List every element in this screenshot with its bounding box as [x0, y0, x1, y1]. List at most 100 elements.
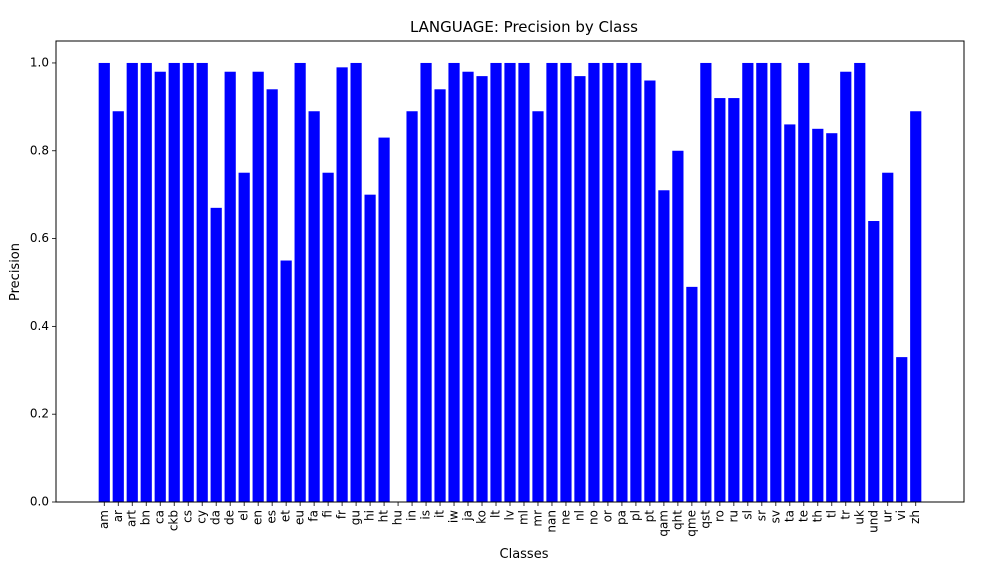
x-tick-label: fi: [321, 510, 335, 518]
plot-frame: [55, 40, 965, 503]
bar-ur: [882, 172, 894, 502]
bar-ru: [728, 98, 740, 503]
x-axis-label: Classes: [500, 547, 549, 562]
x-tick-label: qht: [670, 510, 684, 530]
bar-tl: [826, 133, 838, 502]
x-tick-label: sl: [740, 510, 754, 520]
bar-sl: [742, 62, 754, 502]
y-tick-label: 1.0: [30, 55, 49, 69]
bar-uk: [854, 62, 866, 502]
bar-qht: [672, 150, 684, 502]
bar-pa: [616, 62, 628, 502]
x-tick-label: hu: [391, 510, 405, 525]
bar-qme: [686, 286, 698, 502]
x-tick-label: ca: [153, 510, 167, 524]
x-tick-label: vi: [894, 510, 908, 520]
bar-de: [224, 71, 236, 502]
y-tick-label: 0.4: [30, 319, 49, 333]
x-tick-label: pa: [614, 510, 628, 525]
y-tick-label: 0.8: [30, 143, 49, 157]
bar-or: [602, 62, 614, 502]
bar-fi: [322, 172, 334, 502]
bar-in: [406, 111, 418, 502]
bar-te: [798, 62, 810, 502]
x-tick-label: qme: [684, 510, 698, 537]
x-tick-label: ro: [712, 510, 726, 522]
bar-pl: [630, 62, 642, 502]
bar-fr: [336, 67, 348, 502]
x-tick-label: ht: [377, 510, 391, 523]
plot-area: 0.0 0.2 0.4 0.6 0.8 1.0 am ar art bn ca ckb cs cy da d…: [30, 40, 965, 537]
x-tick-label: am: [97, 510, 111, 529]
x-tick-label: or: [600, 510, 614, 522]
bar-ht: [378, 137, 390, 503]
bar-art: [126, 62, 138, 502]
x-tick-label: iw: [447, 510, 461, 523]
x-tick-label: lt: [489, 510, 503, 518]
x-tick-label: uk: [852, 510, 866, 525]
x-tick-label: pl: [628, 510, 642, 521]
x-tick-label: cs: [181, 510, 195, 523]
bar-cs: [182, 62, 194, 502]
x-tick-label: nan: [544, 510, 558, 533]
x-tick-label: th: [810, 510, 824, 522]
x-tick-label: lv: [503, 510, 517, 520]
x-tick-label: qst: [698, 510, 712, 529]
y-axis-label: Precision: [8, 243, 23, 301]
bar-sr: [756, 62, 768, 502]
x-tick-label: en: [251, 510, 265, 525]
x-tick-label: hi: [363, 510, 377, 521]
x-tick-label: de: [223, 510, 237, 525]
x-tick-label: in: [405, 510, 419, 521]
bar-cy: [196, 62, 208, 502]
bar-ckb: [168, 62, 180, 502]
bar-ko: [476, 76, 488, 502]
bar-el: [238, 172, 250, 502]
bar-ne: [560, 62, 572, 502]
x-tick-label: it: [433, 510, 447, 518]
chart-title: LANGUAGE: Precision by Class: [410, 18, 638, 36]
bar-ar: [112, 111, 124, 502]
x-tick-label: sr: [754, 510, 768, 521]
x-tick-label: ko: [475, 510, 489, 524]
bar-ml: [518, 62, 530, 502]
bar-pt: [644, 80, 656, 502]
x-tick-label: art: [125, 510, 139, 527]
bar-is: [420, 62, 432, 502]
x-tick-label: ml: [516, 510, 530, 525]
y-tick-label: 0.0: [30, 495, 49, 509]
bar-qam: [658, 190, 670, 502]
bar-et: [280, 260, 292, 502]
bar-lv: [504, 62, 516, 502]
x-tick-label: is: [419, 510, 433, 520]
x-tick-label: zh: [908, 510, 922, 524]
bar-it: [434, 89, 446, 503]
x-tick-label: ja: [461, 510, 475, 522]
x-tick-label: und: [866, 510, 880, 533]
x-tick-label: ne: [558, 510, 572, 525]
x-tick-label: cy: [195, 510, 209, 524]
bar-und: [868, 221, 880, 502]
x-tick-label: gu: [349, 510, 363, 525]
bar-fa: [308, 111, 320, 502]
x-tick-label: el: [237, 510, 251, 521]
x-tick-label: da: [209, 510, 223, 525]
x-tick-label: ta: [782, 510, 796, 522]
bar-th: [812, 128, 824, 503]
x-tick-label: tl: [824, 510, 838, 518]
x-tick-label: no: [586, 510, 600, 525]
x-tick-label: qam: [656, 510, 670, 537]
x-tick-label: et: [279, 510, 293, 522]
x-tick-label: tr: [838, 510, 852, 520]
bar-sv: [770, 62, 782, 502]
x-tick-label: eu: [293, 510, 307, 525]
x-tick-label: ar: [111, 510, 125, 522]
x-tick-label: ckb: [167, 510, 181, 531]
x-tick-label: ru: [726, 510, 740, 523]
bars-group: [98, 62, 922, 503]
bar-ca: [154, 71, 166, 502]
x-tick-label: te: [796, 510, 810, 522]
bar-tr: [840, 71, 852, 502]
bar-vi: [896, 357, 908, 502]
